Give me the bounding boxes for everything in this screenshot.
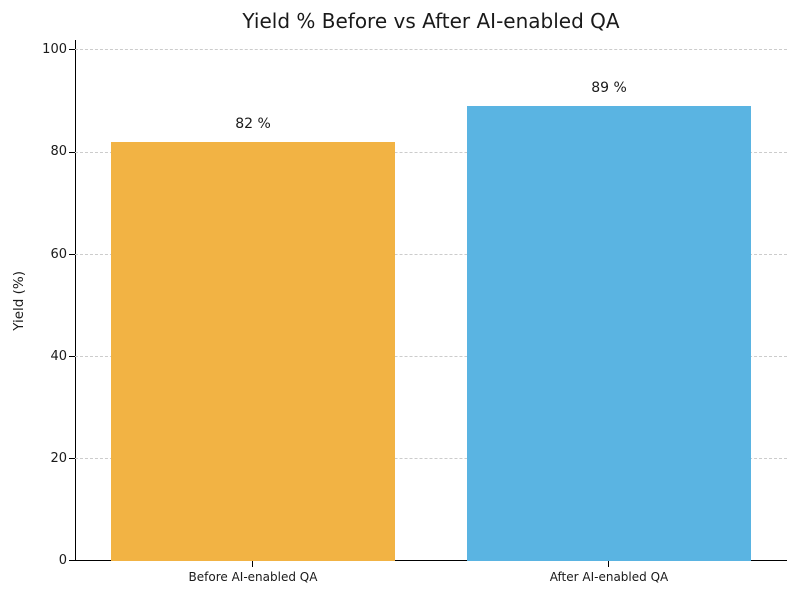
y-tick-label: 20 [50,450,67,466]
gridline-y [75,151,787,153]
y-axis-tick [69,49,75,51]
y-tick-label: 60 [50,246,67,262]
gridline-y [75,458,787,460]
y-axis-label: Yield (%) [11,270,27,331]
chart-title: Yield % Before vs After AI-enabled QA [242,9,620,33]
x-tick-label: Before AI-enabled QA [188,570,318,584]
y-axis-tick [69,355,75,357]
y-tick-label: 0 [58,553,67,568]
bar-2 [466,106,752,561]
gridline-y [75,49,787,51]
y-axis-tick [69,151,75,153]
bar-1 [110,142,396,561]
y-axis-tick [69,560,75,562]
y-axis-tick [69,458,75,460]
y-axis-tick [69,253,75,255]
bar-value-label: 82 % [235,116,271,133]
x-axis-tick [252,561,254,567]
y-tick-label: 40 [50,348,67,364]
bar-value-label: 89 % [591,80,627,97]
x-axis-tick [608,561,610,567]
y-tick-label: 100 [42,42,67,58]
y-axis-label-wrap: Yield (%) [6,40,32,561]
y-tick-label: 80 [50,144,67,160]
plot-area [75,40,787,561]
x-tick-label: After AI-enabled QA [549,570,669,584]
gridline-y [75,355,787,357]
gridline-y [75,253,787,255]
